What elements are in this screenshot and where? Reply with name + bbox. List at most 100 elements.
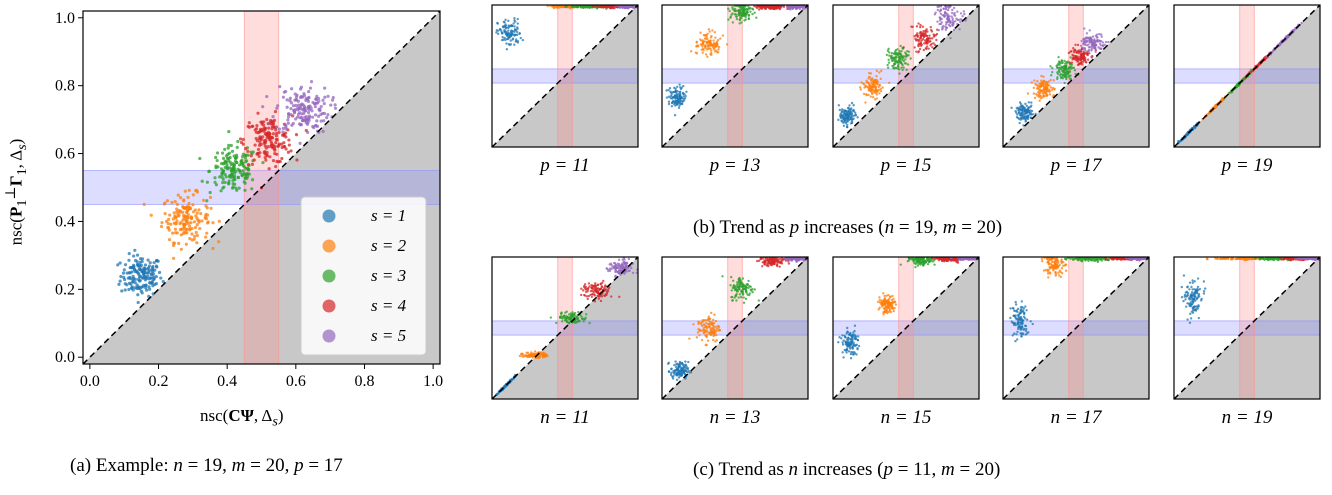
point-s2 xyxy=(1038,99,1041,102)
point-s1 xyxy=(513,43,516,46)
point-s3 xyxy=(906,63,910,66)
diagonal-line xyxy=(83,11,440,364)
point-s2 xyxy=(1033,96,1037,100)
point-s3 xyxy=(1059,72,1063,76)
point-s3 xyxy=(744,289,748,292)
point-s2 xyxy=(520,354,524,358)
point-s2 xyxy=(173,227,178,231)
point-s3 xyxy=(220,151,225,155)
point-s2 xyxy=(701,51,704,54)
point-s1 xyxy=(1010,106,1013,110)
point-s1 xyxy=(675,378,679,382)
point-s2 xyxy=(884,308,887,312)
point-s2 xyxy=(1045,94,1048,98)
point-s1 xyxy=(672,369,675,373)
point-s5 xyxy=(261,105,265,109)
point-s2 xyxy=(701,42,705,46)
point-s3 xyxy=(747,5,750,8)
point-s2 xyxy=(209,206,213,210)
point-s5 xyxy=(625,268,628,272)
point-s5 xyxy=(294,98,298,102)
point-s1 xyxy=(677,372,680,375)
panel-label: p = 15 xyxy=(879,155,932,176)
point-s5 xyxy=(617,264,621,267)
point-s1 xyxy=(1029,116,1032,120)
point-s5 xyxy=(802,5,806,8)
point-s2 xyxy=(867,93,870,97)
point-s4 xyxy=(247,121,251,125)
point-s2 xyxy=(712,42,715,45)
point-s1 xyxy=(1024,112,1027,116)
point-s3 xyxy=(560,311,563,314)
point-s4 xyxy=(902,46,905,49)
point-s3 xyxy=(578,319,581,323)
point-s5 xyxy=(945,5,948,8)
point-s4 xyxy=(931,37,934,40)
point-s2 xyxy=(711,331,714,335)
point-s5 xyxy=(309,106,313,110)
point-s3 xyxy=(225,162,229,167)
point-s5 xyxy=(310,109,314,113)
point-s3 xyxy=(1063,59,1066,63)
point-s2 xyxy=(167,217,171,222)
point-s3 xyxy=(1051,66,1054,70)
point-s1 xyxy=(1022,124,1025,127)
point-s3 xyxy=(909,57,912,60)
point-s1 xyxy=(161,279,165,284)
point-s1 xyxy=(504,27,508,30)
point-s1 xyxy=(119,274,123,279)
point-s2 xyxy=(888,309,891,312)
point-s2 xyxy=(185,231,189,235)
point-s5 xyxy=(286,118,290,122)
point-s5 xyxy=(1091,35,1095,38)
point-s4 xyxy=(250,162,254,166)
point-s4 xyxy=(584,288,588,291)
point-s4 xyxy=(272,118,277,122)
point-s4 xyxy=(584,290,588,294)
point-s2 xyxy=(695,41,698,44)
point-s2 xyxy=(184,227,188,232)
point-s3 xyxy=(1067,66,1071,69)
point-s5 xyxy=(1101,41,1105,44)
point-s3 xyxy=(564,317,567,320)
point-s4 xyxy=(263,150,267,154)
point-s1 xyxy=(848,112,851,115)
point-s1 xyxy=(1030,109,1034,113)
point-s1 xyxy=(1024,102,1027,106)
point-s3 xyxy=(731,5,734,9)
point-s5 xyxy=(625,5,628,8)
point-s3 xyxy=(744,13,747,16)
point-s4 xyxy=(1067,51,1071,55)
point-s3 xyxy=(582,320,585,323)
point-s2 xyxy=(182,199,186,203)
point-s1 xyxy=(503,21,506,24)
point-s3 xyxy=(1058,71,1061,74)
point-s2 xyxy=(1033,79,1036,82)
point-s3 xyxy=(744,15,747,19)
point-s5 xyxy=(798,257,801,261)
point-s5 xyxy=(299,95,303,100)
point-s1 xyxy=(842,339,845,342)
point-s5 xyxy=(933,13,937,16)
point-s4 xyxy=(916,32,919,35)
point-s4 xyxy=(764,5,767,8)
point-s3 xyxy=(200,179,204,183)
point-s1 xyxy=(157,270,162,275)
point-s2 xyxy=(1039,85,1043,88)
point-s5 xyxy=(284,125,288,129)
point-s4 xyxy=(274,164,278,169)
panel-label: p = 13 xyxy=(708,155,761,176)
point-s1 xyxy=(1030,113,1033,116)
point-s1 xyxy=(513,16,516,20)
point-s1 xyxy=(125,271,129,275)
point-s2 xyxy=(715,329,718,332)
point-s5 xyxy=(1086,36,1089,40)
point-s1 xyxy=(849,337,852,341)
point-s3 xyxy=(1068,75,1071,78)
point-s1 xyxy=(667,361,670,364)
point-s5 xyxy=(942,7,945,10)
point-s5 xyxy=(951,8,954,12)
scatter-points xyxy=(837,257,979,360)
point-s3 xyxy=(236,167,240,171)
point-s4 xyxy=(268,155,272,159)
